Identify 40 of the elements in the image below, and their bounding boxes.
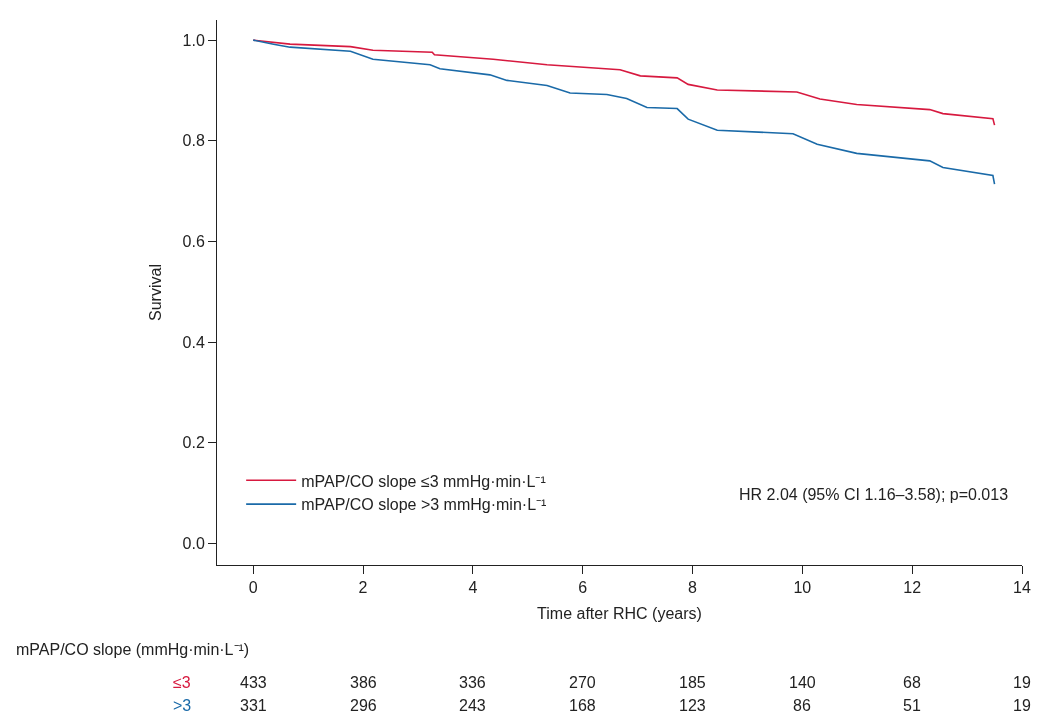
y-tick-label: 0.8	[182, 132, 205, 150]
text: 243	[459, 697, 486, 714]
x-tick-label: 2	[358, 579, 368, 597]
text: mPAP/CO slope (mmHg·min·L⁻¹)	[16, 641, 250, 658]
text: 386	[350, 674, 377, 691]
legend-label: mPAP/CO slope ≤3 mmHg·min·L⁻¹	[301, 472, 546, 490]
text: 336	[459, 674, 486, 691]
text: 168	[569, 697, 596, 714]
text: 86	[793, 697, 811, 714]
y-tick-label: 0.4	[182, 333, 205, 351]
x-tick-label: 0	[248, 579, 258, 597]
y-tick-label: 0.2	[182, 434, 205, 452]
text: 19	[1013, 697, 1031, 714]
text: 140	[789, 674, 816, 691]
x-tick-label: 10	[793, 579, 812, 597]
x-tick-label: 14	[1013, 579, 1031, 597]
y-tick-label: 0.6	[182, 233, 205, 251]
x-tick-label: 8	[688, 579, 698, 597]
text: 270	[569, 674, 596, 691]
text: 51	[903, 697, 921, 714]
x-axis-title: Time after RHC (years)	[537, 604, 702, 622]
x-tick-label: 4	[468, 579, 478, 597]
x-tick-label: 12	[903, 579, 922, 597]
annotation: HR 2.04 (95% CI 1.16–3.58); p=0.013	[739, 486, 1009, 503]
y-tick-label: 1.0	[182, 31, 205, 49]
text: 19	[1013, 674, 1031, 691]
text: 433	[240, 674, 267, 691]
text: 123	[679, 697, 706, 714]
text: >3	[173, 697, 192, 714]
line-series	[252, 39, 996, 185]
legend-label: mPAP/CO slope >3 mmHg·min·L⁻¹	[301, 496, 547, 514]
text: 185	[679, 674, 706, 691]
text: 331	[240, 697, 267, 714]
y-tick-label: 0.0	[182, 534, 205, 552]
line-series	[252, 39, 996, 126]
y-axis-title: Survival	[147, 264, 165, 321]
text: ≤3	[173, 674, 191, 691]
x-tick-label: 6	[578, 579, 588, 597]
text: 296	[350, 697, 377, 714]
text: 68	[903, 674, 921, 691]
